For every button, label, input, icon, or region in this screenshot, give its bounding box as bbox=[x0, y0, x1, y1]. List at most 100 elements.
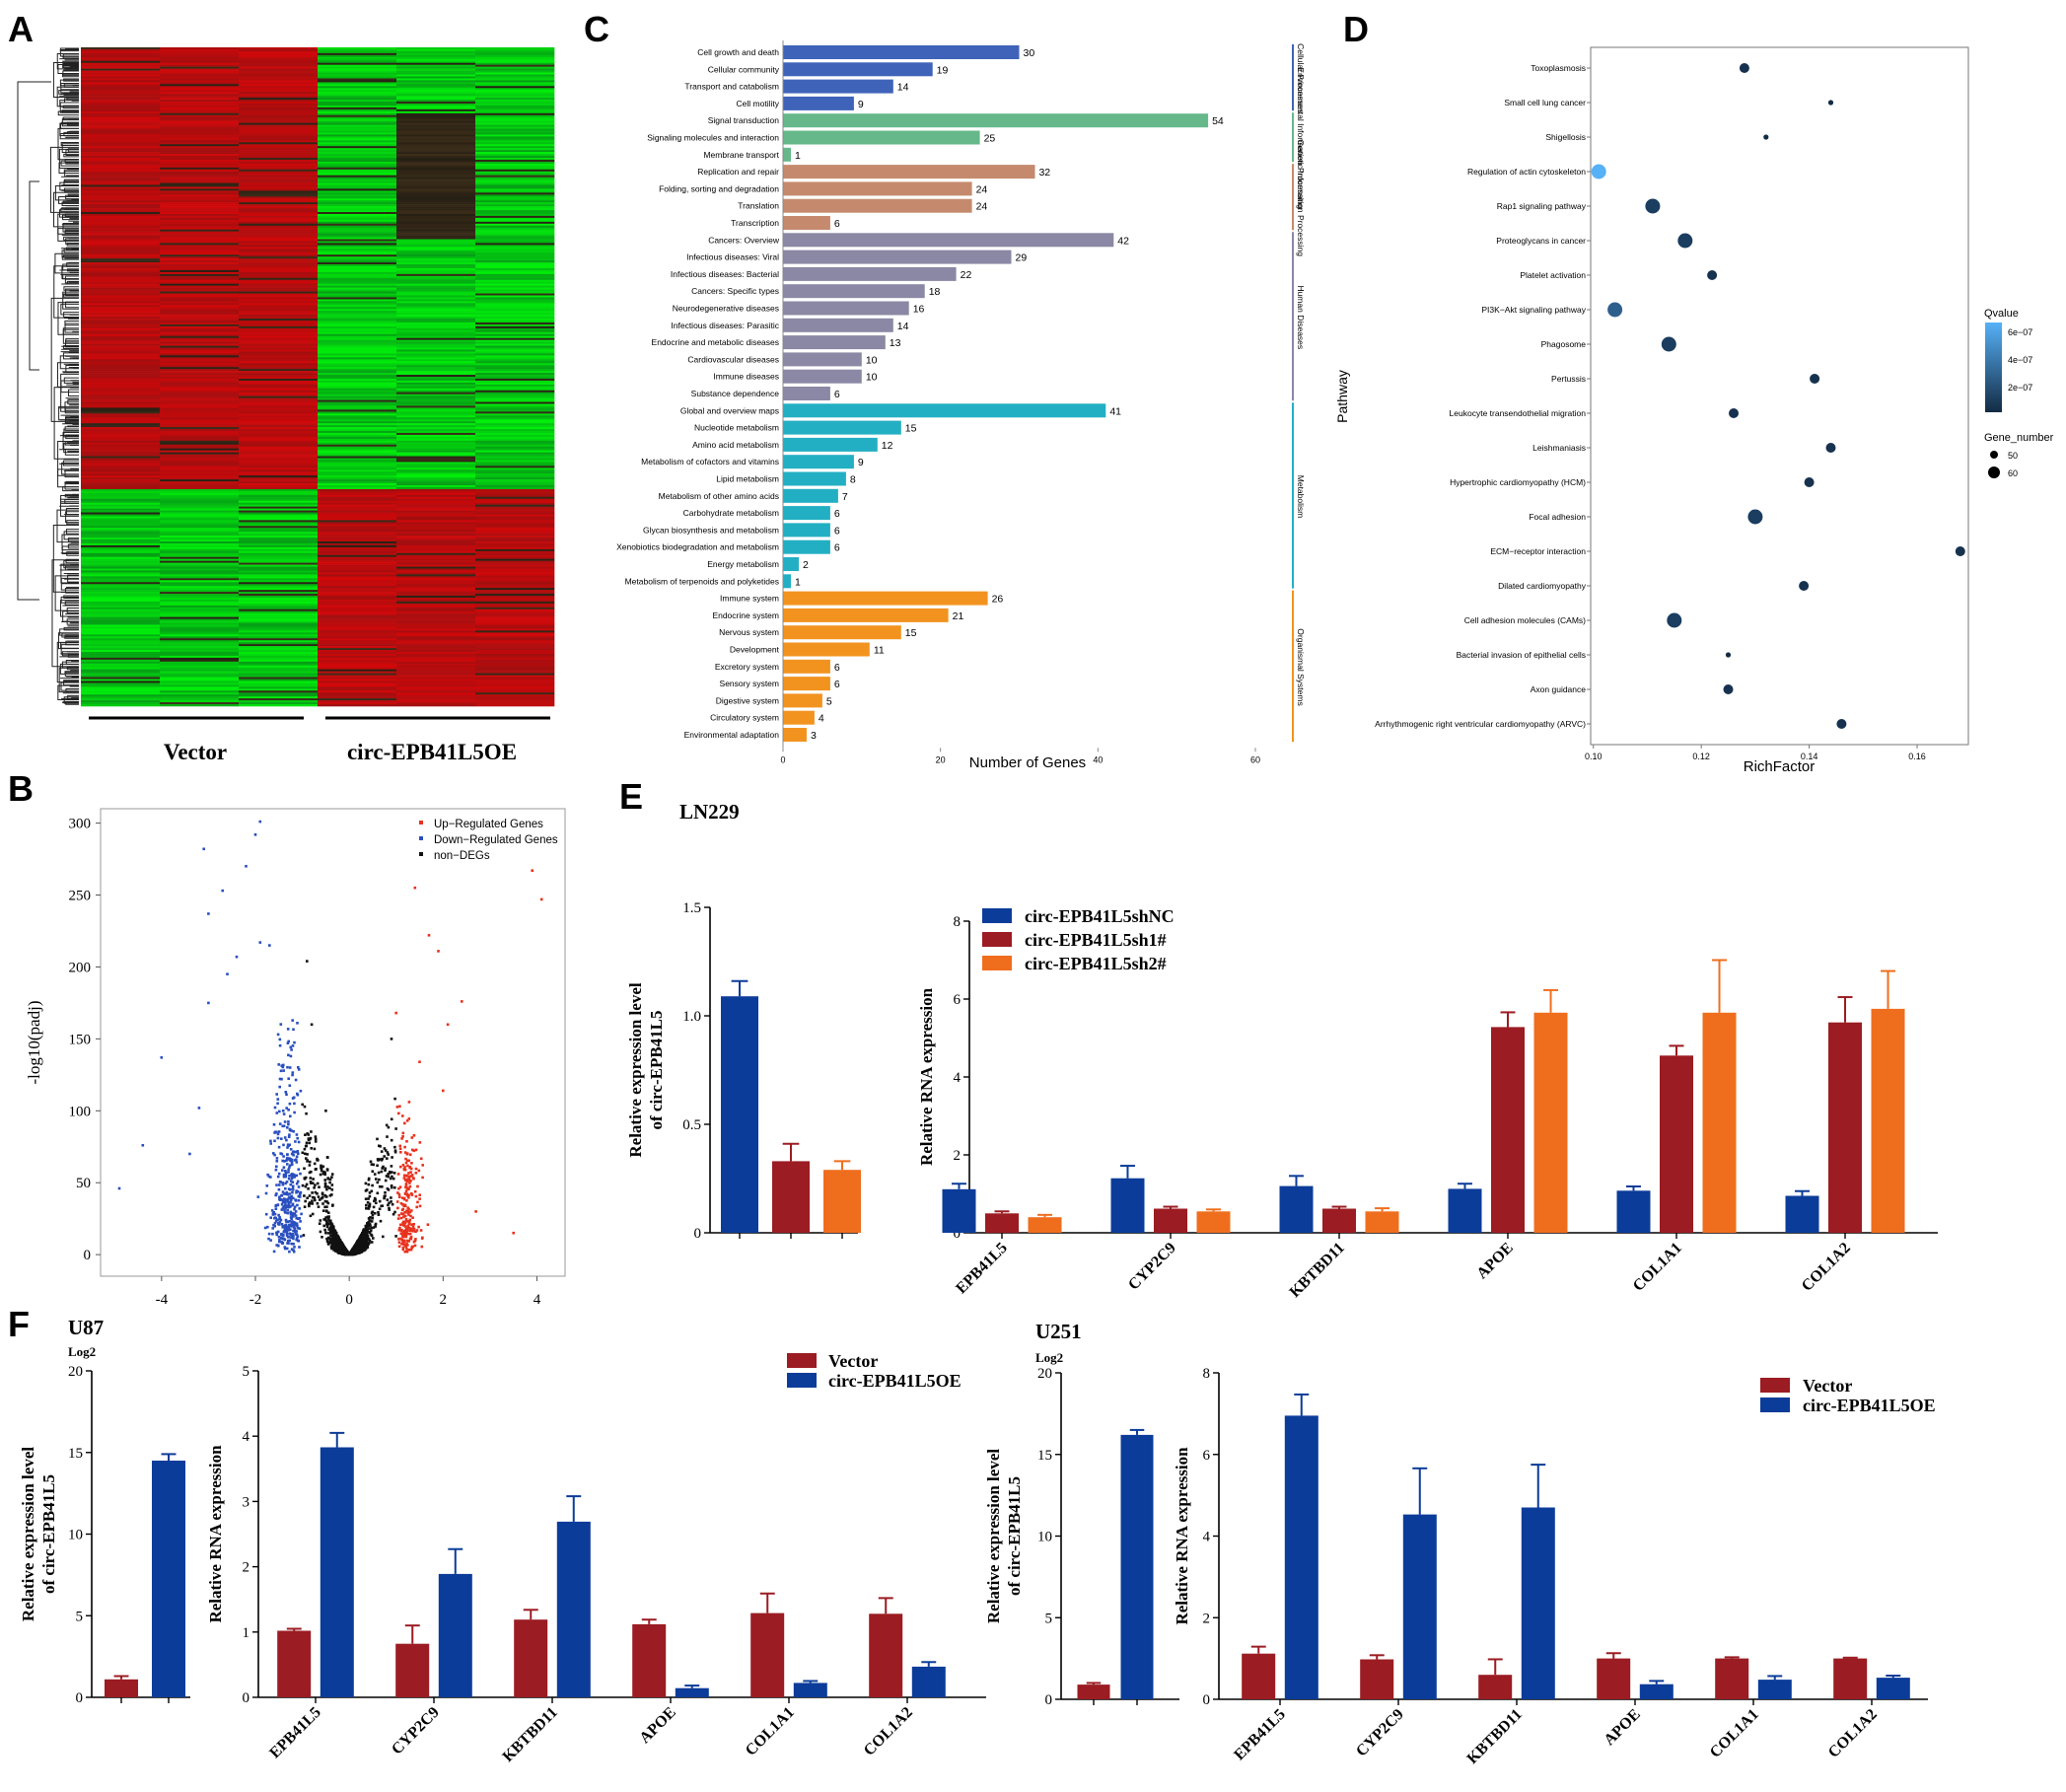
heatmap-cell bbox=[239, 450, 319, 453]
heatmap-cell bbox=[160, 233, 240, 236]
dendrogram-branch bbox=[67, 193, 79, 197]
volcano-point bbox=[313, 1147, 317, 1151]
heatmap-cell bbox=[239, 62, 319, 65]
heatmap-cell bbox=[396, 161, 476, 165]
heatmap-cell bbox=[81, 357, 161, 360]
heatmap-cell bbox=[396, 682, 476, 685]
heatmap-cell bbox=[239, 588, 319, 591]
heatmap-cell bbox=[239, 204, 319, 207]
heatmap-cell bbox=[81, 144, 161, 147]
heatmap-cell bbox=[475, 112, 555, 116]
heatmap-cell bbox=[239, 128, 319, 131]
heatmap-cell bbox=[81, 90, 161, 93]
heatmap-cell bbox=[475, 120, 555, 123]
heatmap-cell bbox=[160, 686, 240, 689]
volcano-point bbox=[325, 1222, 328, 1225]
heatmap-cell bbox=[239, 297, 319, 300]
volcano-point bbox=[331, 1235, 334, 1238]
heatmap-cell bbox=[160, 434, 240, 438]
heatmap-cell bbox=[318, 605, 397, 609]
heatmap-cell bbox=[239, 327, 319, 331]
heatmap-cell bbox=[475, 526, 555, 529]
heatmap-cell bbox=[81, 140, 161, 143]
heatmap-cell bbox=[239, 556, 319, 559]
heatmap-cell bbox=[160, 277, 240, 281]
heatmap-cell bbox=[239, 156, 319, 159]
heatmap-cell bbox=[396, 584, 476, 587]
heatmap-cell bbox=[318, 219, 397, 223]
heatmap-cell bbox=[239, 337, 319, 340]
dendrogram-branch bbox=[64, 213, 79, 217]
heatmap-cell bbox=[81, 514, 161, 517]
volcano-point bbox=[365, 1203, 368, 1207]
heatmap-cell bbox=[160, 299, 240, 302]
heatmap-cell bbox=[475, 159, 555, 163]
heatmap-cell bbox=[81, 100, 161, 103]
heatmap-cell bbox=[475, 544, 555, 548]
volcano-point bbox=[327, 1228, 330, 1231]
heatmap-cell bbox=[396, 118, 476, 121]
heatmap-cell bbox=[239, 184, 319, 187]
heatmap-cell bbox=[475, 171, 555, 174]
heatmap-cell bbox=[475, 458, 555, 461]
heatmap-cell bbox=[160, 421, 240, 424]
heatmap-cell bbox=[81, 309, 161, 312]
heatmap-cell bbox=[81, 130, 161, 133]
volcano-point bbox=[311, 1182, 315, 1184]
heatmap-cell bbox=[396, 405, 476, 408]
heatmap-cell bbox=[239, 213, 319, 217]
heatmap-cell bbox=[396, 273, 476, 277]
heatmap-cell bbox=[81, 287, 161, 290]
volcano-point bbox=[380, 1159, 384, 1162]
heatmap-cell bbox=[239, 56, 319, 60]
heatmap-cell bbox=[160, 322, 240, 325]
volcano-point bbox=[346, 1253, 350, 1255]
dendrogram-branch bbox=[60, 577, 79, 591]
heatmap-cell bbox=[81, 504, 161, 507]
volcano-point bbox=[370, 1241, 374, 1244]
heatmap-cell bbox=[81, 550, 161, 554]
heatmap-cell bbox=[318, 471, 397, 474]
heatmap-cell bbox=[160, 496, 240, 500]
heatmap-cell bbox=[81, 409, 161, 412]
heatmap-cell bbox=[475, 363, 555, 366]
heatmap-cell bbox=[318, 620, 397, 623]
heatmap-cell bbox=[396, 47, 476, 50]
heatmap-cell bbox=[475, 221, 555, 225]
heatmap-cell bbox=[239, 285, 319, 288]
heatmap-cell bbox=[160, 329, 240, 333]
volcano-point bbox=[386, 1198, 390, 1201]
heatmap-cell bbox=[239, 642, 319, 645]
heatmap-cell bbox=[160, 586, 240, 589]
heatmap-cell bbox=[475, 124, 555, 127]
heatmap-cell bbox=[239, 582, 319, 585]
heatmap-cell bbox=[318, 490, 397, 494]
heatmap-cell bbox=[81, 267, 161, 271]
heatmap-cell bbox=[81, 403, 161, 406]
heatmap-cell bbox=[160, 530, 240, 533]
heatmap-cell bbox=[81, 299, 161, 302]
heatmap-cell bbox=[475, 353, 555, 356]
volcano-point bbox=[334, 1232, 338, 1235]
heatmap-cell bbox=[318, 353, 397, 356]
volcano-point bbox=[370, 1226, 374, 1230]
heatmap-cell bbox=[318, 566, 397, 569]
heatmap-cell bbox=[475, 601, 555, 605]
heatmap-cell bbox=[160, 614, 240, 617]
heatmap-cell bbox=[81, 256, 161, 259]
heatmap-cell bbox=[475, 62, 555, 65]
heatmap-cell bbox=[475, 616, 555, 619]
volcano-point bbox=[311, 1212, 315, 1216]
volcano-point bbox=[323, 1183, 327, 1186]
heatmap-cell bbox=[475, 219, 555, 223]
heatmap-cell bbox=[475, 339, 555, 342]
heatmap-cell bbox=[396, 307, 476, 310]
volcano-point bbox=[327, 1211, 330, 1214]
dendrogram-branch bbox=[64, 229, 79, 234]
heatmap-cell bbox=[396, 165, 476, 169]
heatmap-cell bbox=[318, 514, 397, 517]
heatmap-cell bbox=[239, 603, 319, 607]
heatmap-cell bbox=[318, 526, 397, 529]
heatmap-cell bbox=[396, 180, 476, 183]
heatmap-cell bbox=[160, 269, 240, 273]
